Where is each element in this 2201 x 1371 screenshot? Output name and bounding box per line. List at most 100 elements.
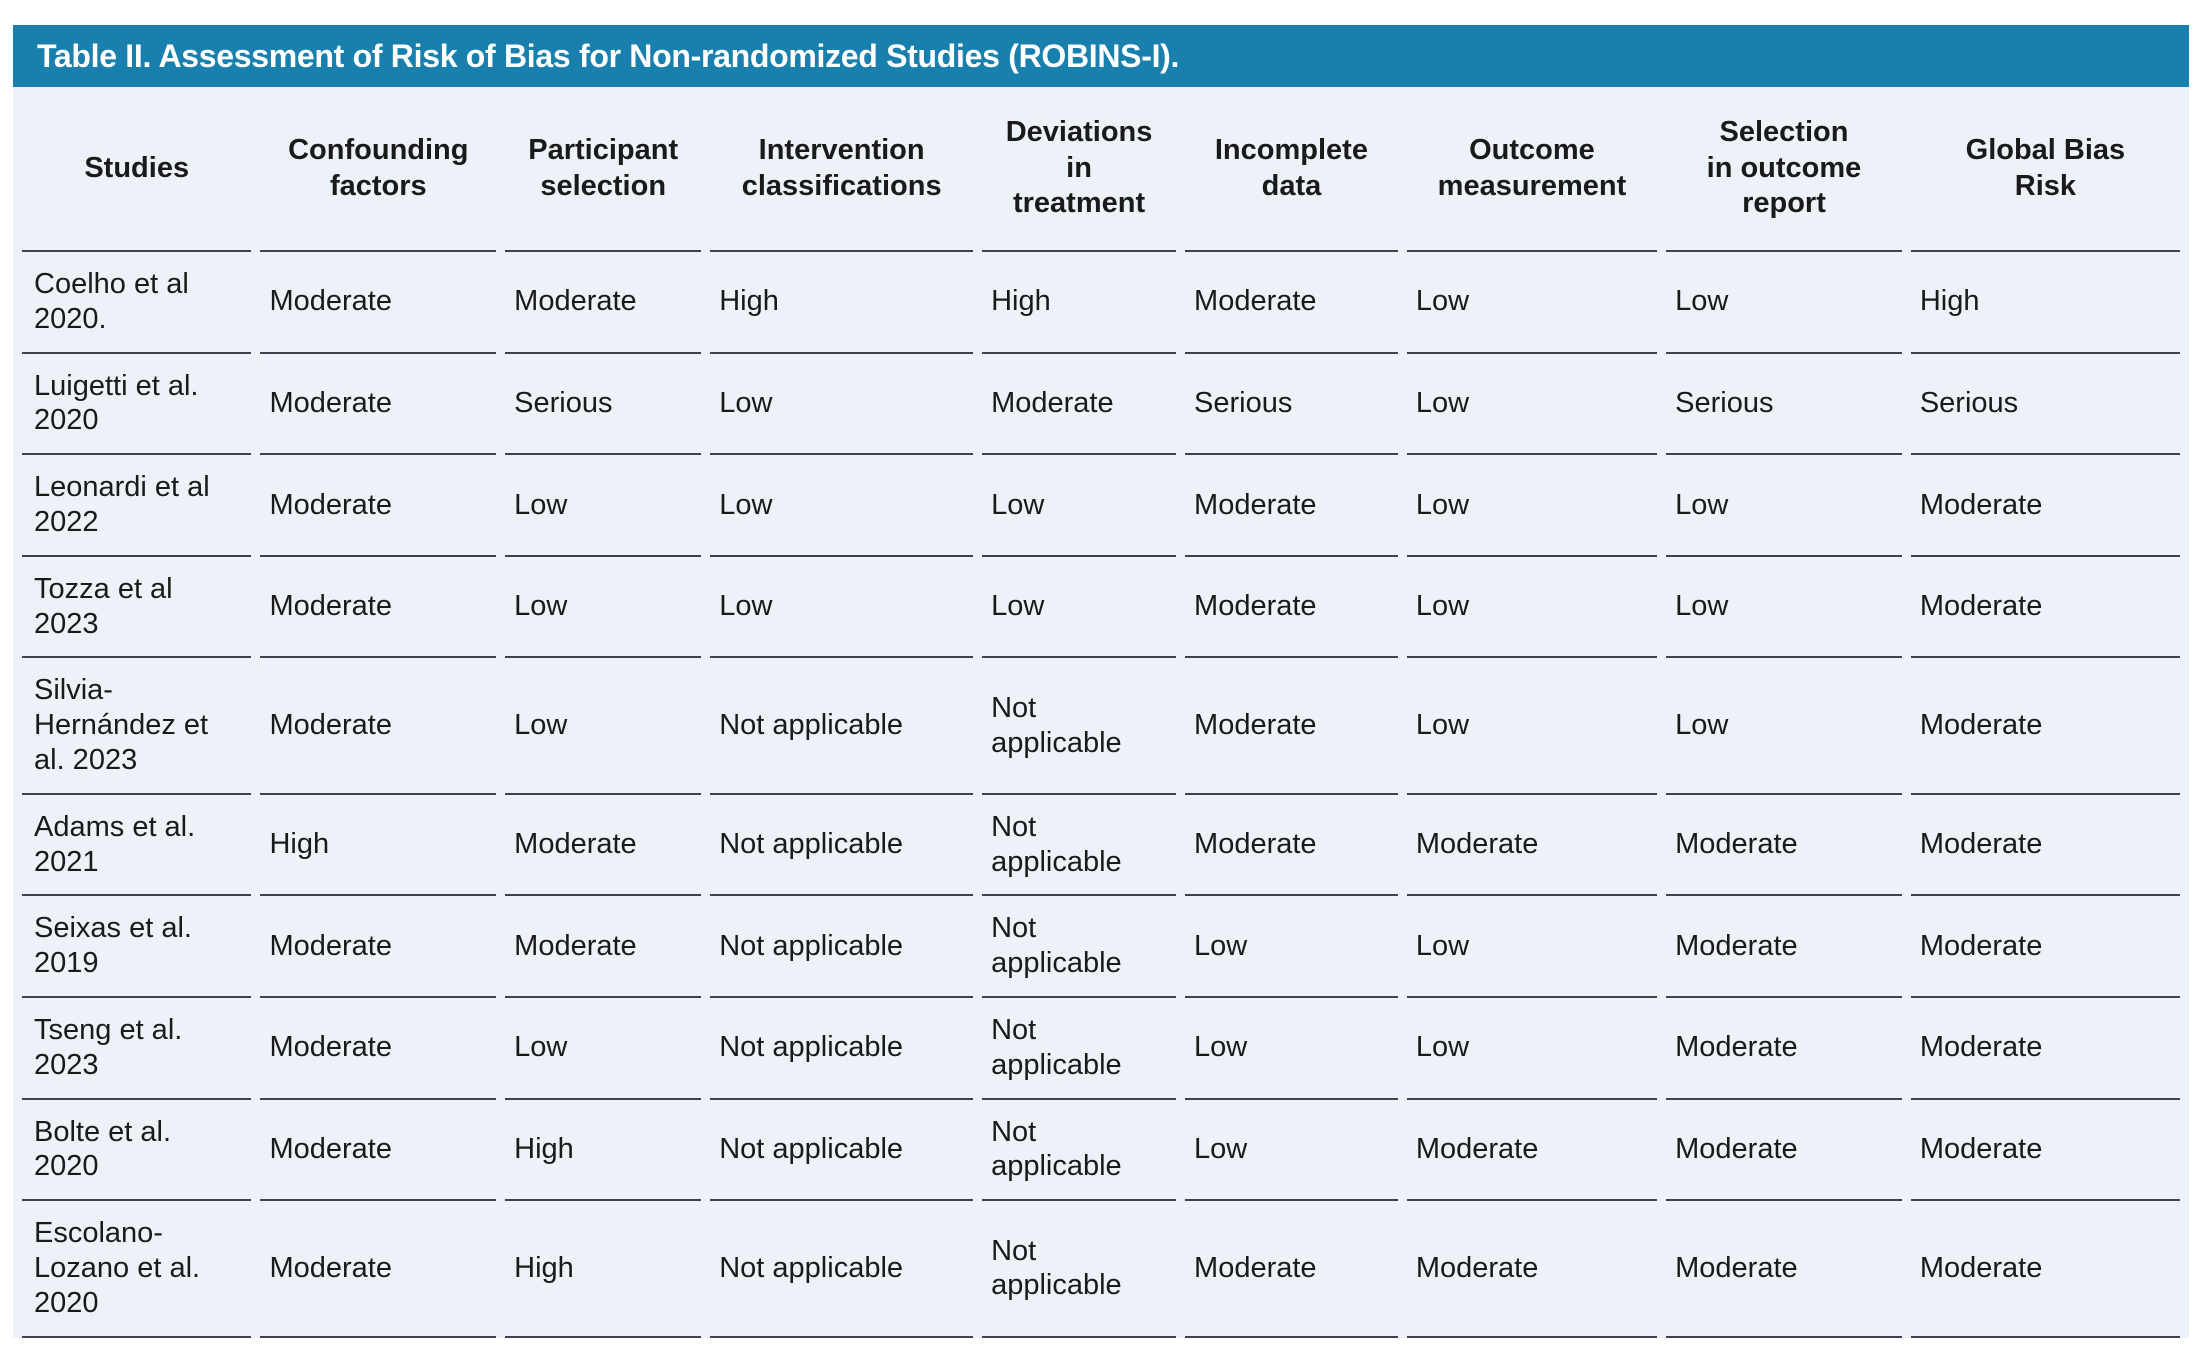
risk-value-cell: Not applicable xyxy=(982,1201,1177,1338)
risk-value-cell: Moderate xyxy=(1666,896,1902,998)
risk-value-cell: Not applicable xyxy=(710,896,974,998)
risk-value-cell: Moderate xyxy=(260,252,497,354)
risk-value-cell: High xyxy=(710,252,974,354)
risk-value-cell: Not applicable xyxy=(710,1201,974,1338)
table-row: Coelho et al 2020. Moderate Moderate High Hi… xyxy=(22,252,2180,354)
risk-value-cell: Not applicable xyxy=(710,795,974,897)
risk-value-cell: Not applicable xyxy=(982,795,1177,897)
risk-value-cell: Moderate xyxy=(1910,1100,2180,1202)
risk-value-cell: Low xyxy=(505,658,702,795)
risk-value-cell: Moderate xyxy=(505,252,702,354)
risk-value-cell: Moderate xyxy=(260,354,497,456)
table-header: Studies Confounding factors Participant … xyxy=(22,87,2180,252)
column-header-incomplete-data: Incomplete data xyxy=(1185,87,1398,252)
risk-value-cell: Moderate xyxy=(1185,1201,1398,1338)
table-row: Tseng et al. 2023 Moderate Low Not applicab… xyxy=(22,998,2180,1100)
risk-value-cell: Serious xyxy=(1910,354,2180,456)
study-cell: Tseng et al. 2023 xyxy=(22,998,252,1100)
risk-value-cell: Moderate xyxy=(1185,252,1398,354)
risk-value-cell: High xyxy=(982,252,1177,354)
table-row: Seixas et al. 2019 Moderate Moderate Not ap… xyxy=(22,896,2180,998)
risk-value-cell: Moderate xyxy=(1910,455,2180,557)
risk-value-cell: Low xyxy=(710,455,974,557)
risk-value-cell: High xyxy=(260,795,497,897)
risk-value-cell: Moderate xyxy=(260,455,497,557)
risk-value-cell: Not applicable xyxy=(982,658,1177,795)
study-cell: Seixas et al. 2019 xyxy=(22,896,252,998)
risk-value-cell: Not applicable xyxy=(710,998,974,1100)
risk-value-cell: Low xyxy=(1666,658,1902,795)
table-row: Adams et al. 2021 High Moderate Not applica… xyxy=(22,795,2180,897)
risk-value-cell: Moderate xyxy=(1185,557,1398,659)
risk-value-cell: Low xyxy=(1666,252,1902,354)
risk-value-cell: Moderate xyxy=(1910,557,2180,659)
risk-value-cell: Low xyxy=(1406,252,1658,354)
risk-value-cell: Moderate xyxy=(505,896,702,998)
risk-value-cell: Moderate xyxy=(1185,455,1398,557)
column-header-confounding-factors: Confounding factors xyxy=(260,87,497,252)
robins-risk-of-bias-table: Studies Confounding factors Participant … xyxy=(13,87,2189,1338)
risk-value-cell: Low xyxy=(1185,998,1398,1100)
table-row: Bolte et al. 2020 Moderate High Not applica… xyxy=(22,1100,2180,1202)
risk-value-cell: Moderate xyxy=(1666,1100,1902,1202)
risk-value-cell: Moderate xyxy=(1185,795,1398,897)
study-cell: Leonardi et al 2022 xyxy=(22,455,252,557)
risk-value-cell: Moderate xyxy=(1910,658,2180,795)
risk-value-cell: Moderate xyxy=(1406,795,1658,897)
risk-value-cell: Moderate xyxy=(1910,1201,2180,1338)
table-title-bar: Table II. Assessment of Risk of Bias for… xyxy=(13,25,2189,87)
risk-value-cell: Low xyxy=(710,354,974,456)
table-title: Table II. Assessment of Risk of Bias for… xyxy=(37,37,1180,74)
risk-value-cell: Not applicable xyxy=(982,1100,1177,1202)
column-header-global-bias-risk: Global Bias Risk xyxy=(1910,87,2180,252)
risk-value-cell: High xyxy=(505,1201,702,1338)
header-row: Studies Confounding factors Participant … xyxy=(22,87,2180,252)
risk-value-cell: High xyxy=(1910,252,2180,354)
risk-value-cell: Low xyxy=(505,998,702,1100)
risk-value-cell: Low xyxy=(1185,896,1398,998)
column-header-intervention-classifications: Intervention classifications xyxy=(710,87,974,252)
risk-value-cell: Moderate xyxy=(260,896,497,998)
risk-value-cell: Moderate xyxy=(1185,658,1398,795)
risk-value-cell: Moderate xyxy=(260,998,497,1100)
risk-value-cell: Moderate xyxy=(982,354,1177,456)
table-row: Silvia- Hernández et al. 2023 Moderate Low… xyxy=(22,658,2180,795)
risk-value-cell: Low xyxy=(982,455,1177,557)
table-row: Tozza et al 2023 Moderate Low Low Low Moderat… xyxy=(22,557,2180,659)
risk-value-cell: Serious xyxy=(1666,354,1902,456)
column-header-participant-selection: Participant selection xyxy=(505,87,702,252)
risk-value-cell: Low xyxy=(1406,658,1658,795)
table-row: Escolano- Lozano et al. 2020 Moderate High… xyxy=(22,1201,2180,1338)
study-cell: Silvia- Hernández et al. 2023 xyxy=(22,658,252,795)
risk-value-cell: Low xyxy=(505,557,702,659)
column-header-deviations-in-treatment: Deviations in treatment xyxy=(982,87,1177,252)
risk-value-cell: Moderate xyxy=(1666,1201,1902,1338)
risk-value-cell: Serious xyxy=(1185,354,1398,456)
risk-value-cell: Moderate xyxy=(505,795,702,897)
risk-value-cell: Moderate xyxy=(1910,998,2180,1100)
risk-value-cell: Moderate xyxy=(260,1100,497,1202)
risk-value-cell: Not applicable xyxy=(710,1100,974,1202)
risk-value-cell: Moderate xyxy=(1406,1201,1658,1338)
risk-value-cell: Not applicable xyxy=(710,658,974,795)
risk-value-cell: Low xyxy=(1406,557,1658,659)
study-cell: Coelho et al 2020. xyxy=(22,252,252,354)
risk-value-cell: High xyxy=(505,1100,702,1202)
column-header-selection-in-outcome-report: Selection in outcome report xyxy=(1666,87,1902,252)
risk-value-cell: Moderate xyxy=(260,1201,497,1338)
risk-value-cell: Not applicable xyxy=(982,896,1177,998)
risk-value-cell: Low xyxy=(1666,455,1902,557)
study-cell: Tozza et al 2023 xyxy=(22,557,252,659)
risk-value-cell: Moderate xyxy=(260,557,497,659)
risk-value-cell: Moderate xyxy=(1406,1100,1658,1202)
study-cell: Bolte et al. 2020 xyxy=(22,1100,252,1202)
table-row: Leonardi et al 2022 Moderate Low Low Low Mode… xyxy=(22,455,2180,557)
study-cell: Luigetti et al. 2020 xyxy=(22,354,252,456)
column-header-studies: Studies xyxy=(22,87,252,252)
risk-value-cell: Low xyxy=(1185,1100,1398,1202)
risk-value-cell: Low xyxy=(1666,557,1902,659)
study-cell: Escolano- Lozano et al. 2020 xyxy=(22,1201,252,1338)
risk-value-cell: Moderate xyxy=(1910,795,2180,897)
risk-value-cell: Low xyxy=(1406,896,1658,998)
